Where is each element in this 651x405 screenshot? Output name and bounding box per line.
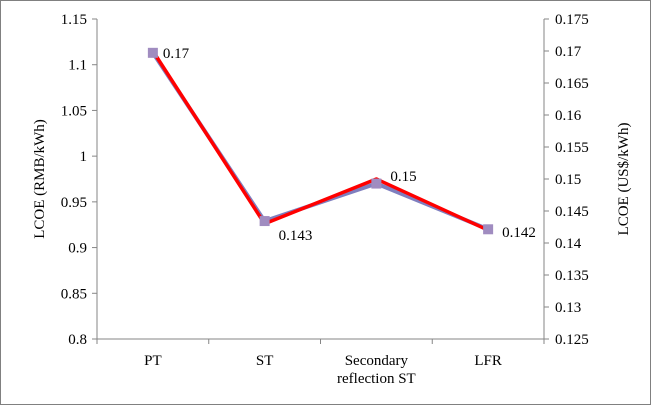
data-labels: 0.17 0.143 0.15 0.142 bbox=[163, 46, 536, 244]
y2-tick-label: 0.15 bbox=[555, 172, 581, 188]
y2-tick-label: 0.16 bbox=[555, 108, 582, 124]
series-1-marker bbox=[147, 47, 158, 58]
category-labels: PT ST Secondary reflection ST LFR bbox=[144, 353, 502, 387]
data-label: 0.142 bbox=[502, 225, 536, 241]
y-tick-label: 0.8 bbox=[68, 332, 87, 348]
y-tick-label: 1.05 bbox=[61, 103, 87, 119]
x-tick-label: LFR bbox=[474, 353, 502, 369]
data-label: 0.143 bbox=[279, 228, 313, 244]
y2-tick-label: 0.135 bbox=[555, 268, 589, 284]
x-tick-label: ST bbox=[256, 353, 274, 369]
data-label: 0.15 bbox=[390, 169, 416, 185]
y2-axis-title: LCOE (US$/kWh) bbox=[616, 123, 632, 236]
data-label: 0.17 bbox=[163, 46, 190, 62]
series-markers bbox=[147, 47, 494, 235]
series-lines bbox=[151, 50, 489, 232]
y2-tick-label: 0.165 bbox=[555, 76, 589, 92]
x-tick-label: Secondary reflection ST bbox=[337, 353, 416, 387]
y2-tick-label: 0.175 bbox=[555, 12, 589, 28]
y-tick-label: 0.9 bbox=[68, 241, 87, 257]
left-axis-ticks: 0.8 0.85 0.9 0.95 1 1.05 1.1 1.15 bbox=[61, 12, 97, 348]
y-tick-label: 0.95 bbox=[61, 195, 87, 211]
y2-tick-label: 0.13 bbox=[555, 300, 581, 316]
y-tick-label: 1.15 bbox=[61, 12, 87, 28]
right-axis-ticks: 0.125 0.13 0.135 0.14 0.145 0.15 0.155 0.16 0.16… bbox=[544, 12, 589, 348]
y2-tick-label: 0.125 bbox=[555, 332, 589, 348]
y-axis-title: LCOE (RMB/kWh) bbox=[32, 119, 48, 239]
y2-tick-label: 0.17 bbox=[555, 44, 582, 60]
y2-tick-label: 0.145 bbox=[555, 204, 589, 220]
y-tick-label: 1 bbox=[80, 149, 88, 165]
series-1-marker bbox=[483, 224, 494, 235]
y-tick-label: 1.1 bbox=[68, 58, 87, 74]
y2-tick-label: 0.155 bbox=[555, 140, 589, 156]
x-tick-label: PT bbox=[144, 353, 162, 369]
y-tick-label: 0.85 bbox=[61, 286, 87, 302]
series-1-marker bbox=[259, 216, 270, 227]
series-2-line bbox=[151, 50, 489, 232]
series-1-marker bbox=[371, 178, 382, 189]
y2-tick-label: 0.14 bbox=[555, 236, 582, 252]
